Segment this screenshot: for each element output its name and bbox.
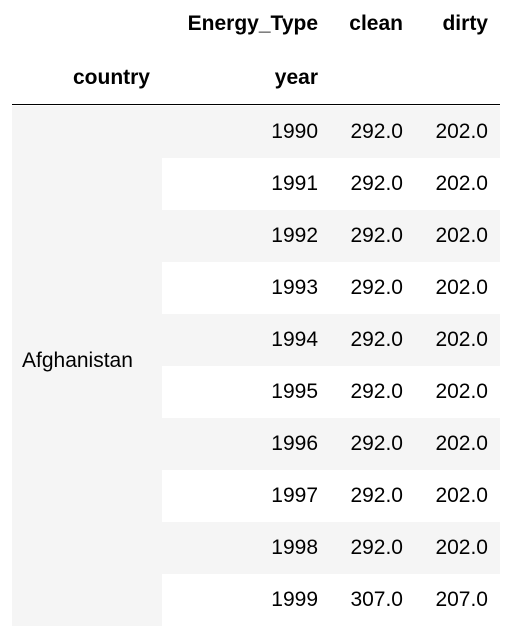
index-cell [12,106,162,626]
value-cell: 202.0 [435,328,488,351]
value-cell: 292.0 [350,328,403,351]
value-cell: 202.0 [435,276,488,299]
country-label: Afghanistan [22,349,133,372]
year-cell: 1996 [271,432,318,455]
index-name: year [274,66,318,89]
value-cell: 292.0 [350,432,403,455]
row-stripe [162,314,500,366]
value-cell: 202.0 [435,484,488,507]
column-axis-name: Energy_Type [187,12,318,35]
year-cell: 1990 [271,120,318,143]
value-cell: 202.0 [435,432,488,455]
value-cell: 292.0 [350,484,403,507]
header-rule [12,104,500,105]
value-cell: 202.0 [435,224,488,247]
column-header: clean [349,12,403,35]
year-cell: 1995 [271,380,318,403]
value-cell: 292.0 [350,224,403,247]
year-cell: 1997 [271,484,318,507]
row-stripe [162,522,500,574]
row-stripe [162,210,500,262]
row-stripe [162,418,500,470]
value-cell: 292.0 [350,172,403,195]
value-cell: 202.0 [435,536,488,559]
value-cell: 202.0 [435,120,488,143]
year-cell: 1992 [271,224,318,247]
year-cell: 1998 [271,536,318,559]
value-cell: 202.0 [435,380,488,403]
value-cell: 292.0 [350,120,403,143]
value-cell: 207.0 [435,588,488,611]
value-cell: 202.0 [435,172,488,195]
year-cell: 1991 [271,172,318,195]
year-cell: 1999 [271,588,318,611]
value-cell: 292.0 [350,380,403,403]
value-cell: 292.0 [350,536,403,559]
value-cell: 307.0 [350,588,403,611]
year-cell: 1994 [271,328,318,351]
year-cell: 1993 [271,276,318,299]
value-cell: 292.0 [350,276,403,299]
index-name: country [72,66,150,89]
row-stripe [162,106,500,158]
column-header: dirty [442,12,488,35]
